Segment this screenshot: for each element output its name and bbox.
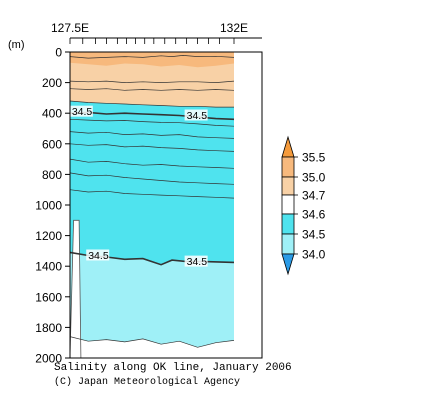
chart-credit: (C) Japan Meteorological Agency [54, 377, 241, 388]
top-axis-right-label: 132E [220, 21, 248, 35]
contour-label-3: 34.5 [187, 256, 208, 268]
contour-label-bg-0 [69, 105, 93, 117]
depth-tick-label-1200: 1200 [35, 229, 62, 243]
contour-label-1: 34.5 [187, 110, 208, 122]
contour-line-34-6-3 [69, 100, 234, 108]
colorbar-bin-1 [281, 176, 295, 196]
region-34-5-to-34-6 [70, 101, 234, 265]
depth-tick-label-1800: 1800 [35, 321, 62, 335]
depth-tick-label-200: 200 [42, 76, 62, 90]
chart-title: Salinity along OK line, January 2006 [54, 362, 292, 374]
colorbar-label-3: 34.6 [302, 208, 326, 222]
colorbar-label-2: 34.7 [302, 189, 326, 203]
plot-regions [69, 52, 262, 359]
depth-tick-label-400: 400 [42, 107, 62, 121]
depth-tick-label-2000: 2000 [35, 352, 62, 366]
depth-tick-label-800: 800 [42, 168, 62, 182]
colorbar-label-1: 35.0 [302, 171, 326, 185]
contour-label-bg-3 [184, 255, 208, 267]
colorbar-bin-2 [281, 194, 295, 215]
contour-line-35-0-1 [69, 80, 235, 83]
plot-margin [234, 52, 262, 358]
region-deep-34-6-to-34-7 [70, 336, 234, 358]
top-axis: 127.5E 132E [51, 21, 262, 44]
depth-axis: 0 200 400 600 800 1000 1200 1400 1600 1800 2000 (m) [8, 39, 70, 366]
contour-label-bg-1 [184, 109, 208, 121]
region-35-0-to-35-5 [70, 52, 234, 68]
contour-label-0: 34.5 [72, 106, 93, 118]
colorbar-bin-0 [281, 156, 295, 178]
colorbar-label-4: 34.5 [302, 228, 326, 242]
contour-label-bg-2 [86, 249, 110, 261]
depth-tick-label-0: 0 [55, 46, 62, 60]
colorbar-legend: 35.5 35.0 34.7 34.6 34.5 34.0 [281, 135, 326, 276]
colorbar-bin-3 [281, 213, 295, 235]
colorbar-top-triangle [281, 135, 295, 158]
contour-line-34-3-7 [69, 143, 235, 152]
colorbar-label-5: 34.0 [302, 248, 326, 262]
depth-tick-label-1400: 1400 [35, 260, 62, 274]
depth-tick-label-1600: 1600 [35, 290, 62, 304]
depth-tick-label-600: 600 [42, 137, 62, 151]
colorbar-label-0: 35.5 [302, 151, 326, 165]
colorbar-bottom-triangle [281, 253, 295, 276]
contour-labels: 34.5 34.5 34.5 34.5 [69, 105, 208, 268]
contour-line-34-7-2 [69, 88, 235, 91]
contour-line-34-35-6 [69, 131, 235, 139]
colorbar-bin-4 [281, 233, 295, 255]
contour-line-34-15-10 [69, 189, 235, 199]
contour-line-34-2-9 [69, 172, 235, 185]
contour-line-34-4-5 [69, 118, 235, 127]
contour-line-34-6-12 [69, 336, 235, 348]
contour-line-34-25-8 [69, 158, 235, 169]
contour-line-surface-0 [69, 55, 235, 59]
contour-label-2: 34.5 [88, 250, 109, 262]
depth-unit-label: (m) [8, 39, 25, 51]
top-axis-left-label: 127.5E [51, 21, 89, 35]
depth-tick-label-1000: 1000 [35, 199, 62, 213]
